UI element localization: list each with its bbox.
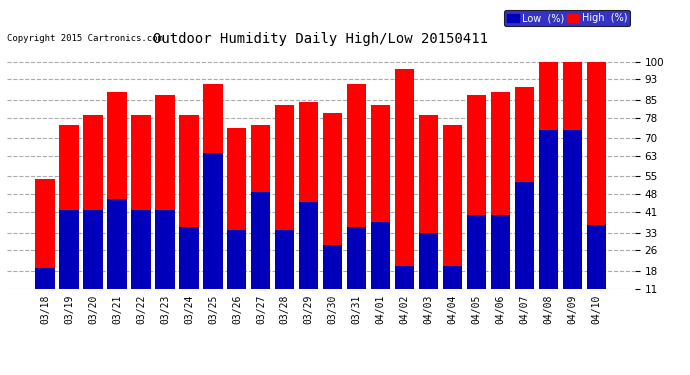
Bar [251, 125, 270, 317]
Bar [275, 105, 295, 317]
Bar [155, 210, 175, 317]
Bar [563, 130, 582, 317]
Bar [131, 115, 150, 317]
Bar [539, 62, 558, 317]
Bar [155, 95, 175, 317]
Bar [323, 112, 342, 317]
Bar [443, 266, 462, 317]
Bar [323, 245, 342, 317]
Legend: Low  (%), High  (%): Low (%), High (%) [504, 10, 630, 26]
Bar [371, 105, 391, 317]
Bar [131, 210, 150, 317]
Bar [420, 115, 438, 317]
Bar [204, 153, 222, 317]
Bar [491, 92, 511, 317]
Bar [347, 228, 366, 317]
Bar [443, 125, 462, 317]
Bar [395, 266, 415, 317]
Bar [395, 69, 415, 317]
Text: Copyright 2015 Cartronics.com: Copyright 2015 Cartronics.com [7, 34, 163, 44]
Bar [299, 102, 319, 317]
Bar [371, 222, 391, 317]
Bar [59, 210, 79, 317]
Bar [251, 192, 270, 317]
Bar [227, 128, 246, 317]
Bar [467, 215, 486, 317]
Bar [491, 215, 511, 317]
Bar [347, 84, 366, 317]
Title: Outdoor Humidity Daily High/Low 20150411: Outdoor Humidity Daily High/Low 20150411 [153, 32, 489, 46]
Bar [420, 232, 438, 317]
Bar [108, 200, 126, 317]
Bar [83, 115, 103, 317]
Bar [83, 210, 103, 317]
Bar [299, 202, 319, 317]
Bar [108, 92, 126, 317]
Bar [35, 179, 55, 317]
Bar [515, 182, 534, 317]
Bar [539, 130, 558, 317]
Bar [179, 115, 199, 317]
Bar [179, 228, 199, 317]
Bar [275, 230, 295, 317]
Bar [204, 84, 222, 317]
Bar [587, 62, 607, 317]
Bar [227, 230, 246, 317]
Bar [563, 62, 582, 317]
Bar [59, 125, 79, 317]
Bar [587, 225, 607, 317]
Bar [467, 95, 486, 317]
Bar [515, 87, 534, 317]
Bar [35, 268, 55, 317]
